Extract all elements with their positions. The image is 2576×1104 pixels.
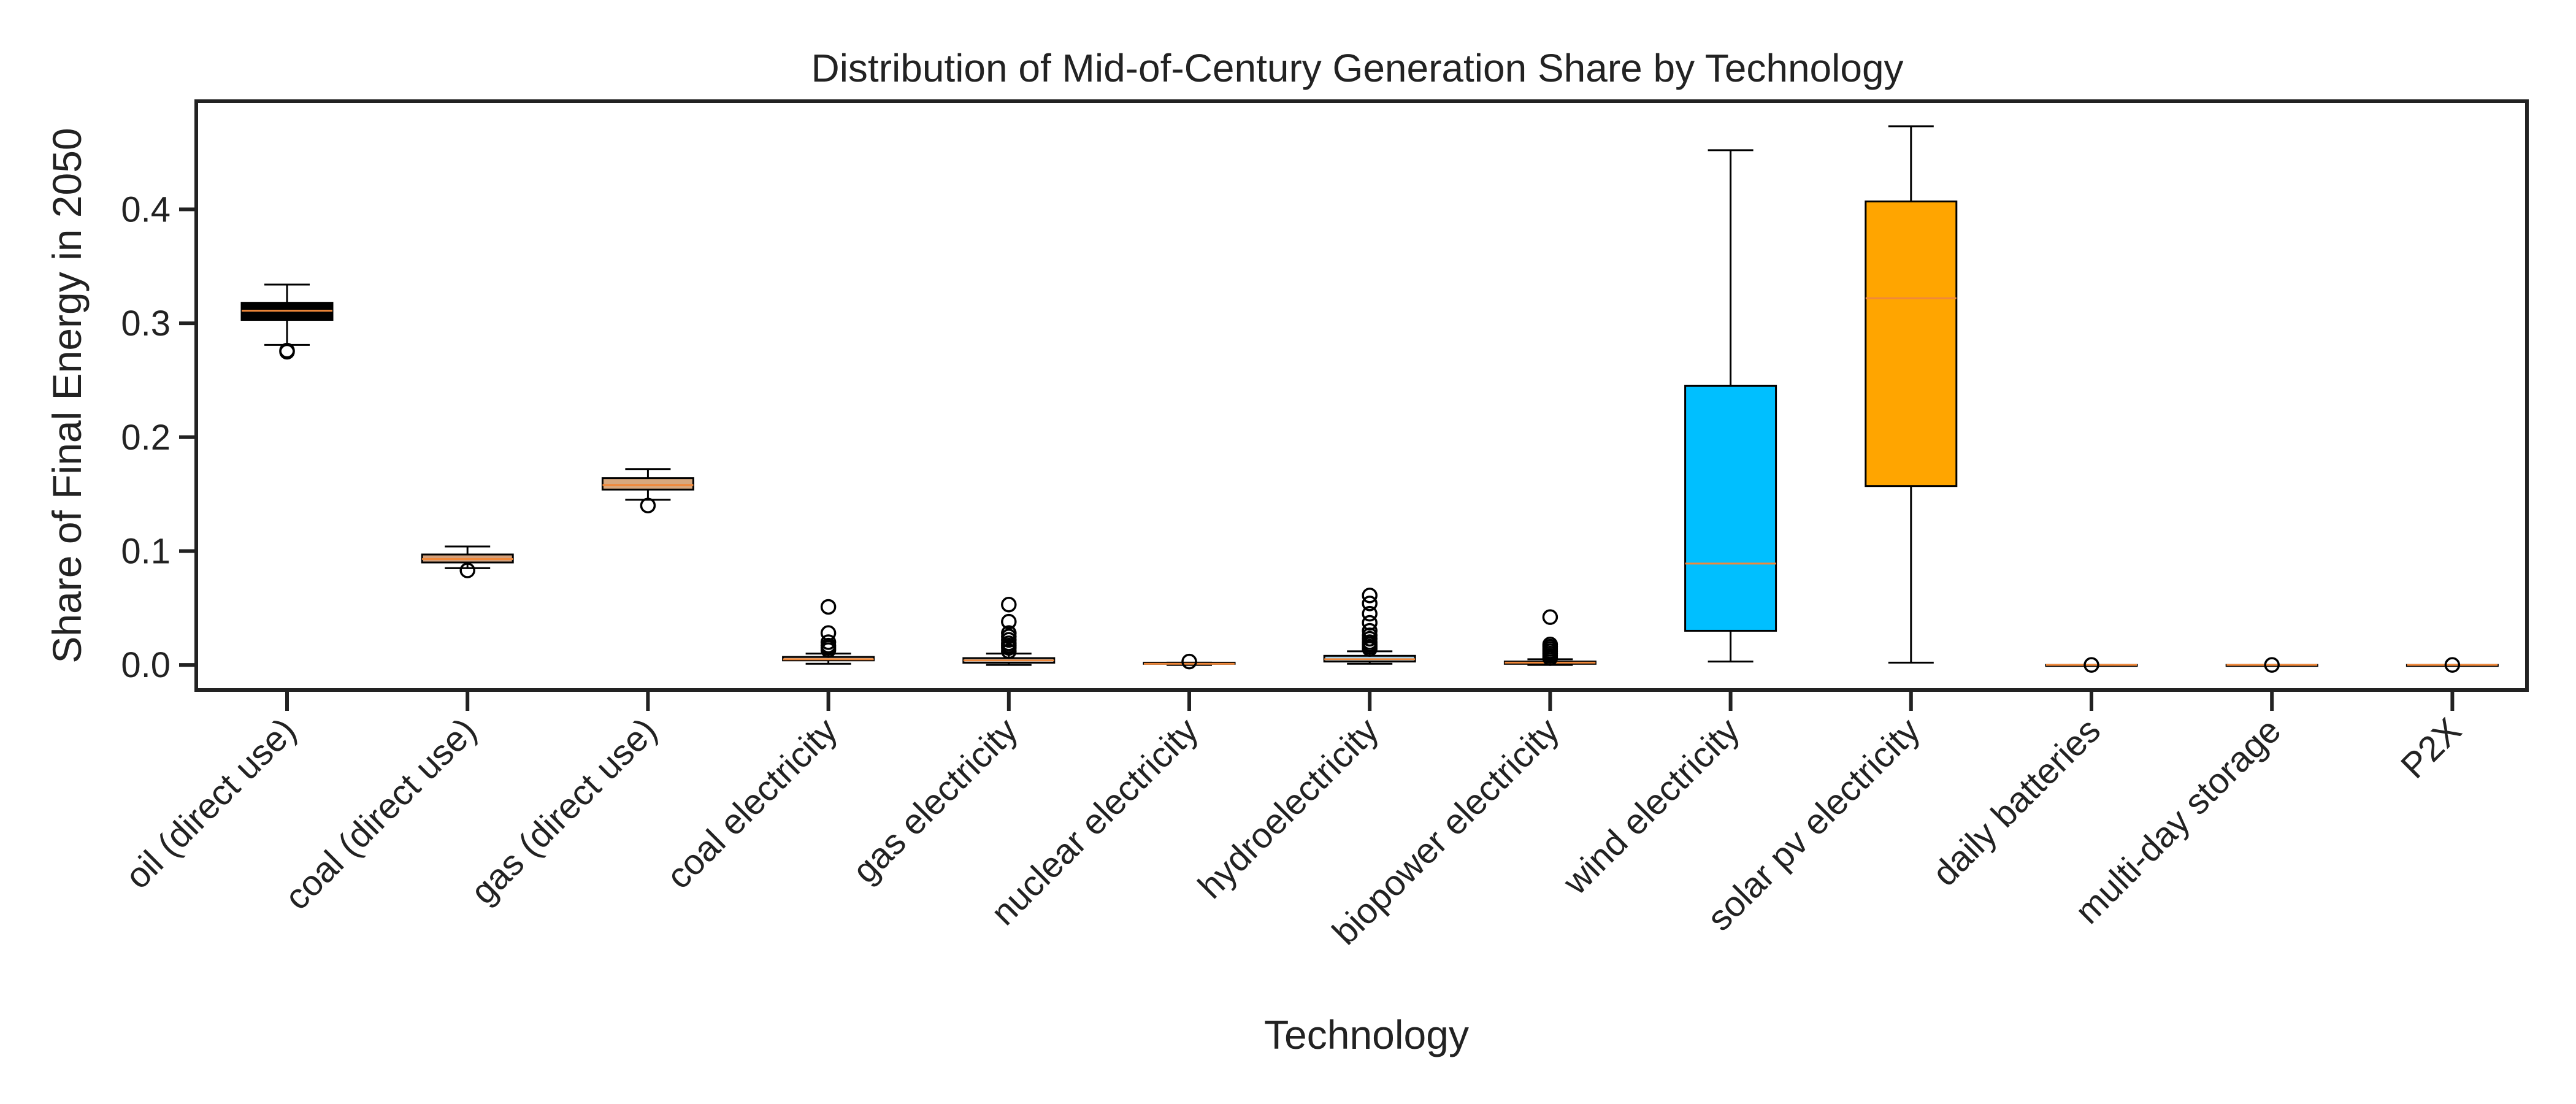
outlier-point	[1542, 636, 1558, 653]
plot-frame	[194, 99, 2529, 692]
plot-area	[240, 125, 2499, 673]
y-tick-label: 0.3	[121, 304, 171, 343]
outlier-point	[640, 497, 656, 513]
x-tick-label: oil (direct use)	[118, 710, 304, 897]
y-tick-label: 0.1	[121, 531, 171, 571]
y-tick-label: 0.2	[121, 418, 171, 458]
y-tick-label: 0.0	[121, 645, 171, 685]
box-group-2	[421, 545, 514, 578]
x-tick-label: gas (direct use)	[463, 710, 665, 912]
box-group-8	[1503, 609, 1597, 666]
outlier-point	[1362, 615, 1378, 631]
outlier-point	[820, 634, 837, 650]
box-group-3	[601, 468, 694, 513]
outlier-point	[1001, 613, 1017, 630]
y-axis-label: Share of Final Energy in 2050	[44, 128, 90, 663]
outlier-point	[279, 342, 295, 359]
x-axis: oil (direct use)coal (direct use)gas (di…	[118, 690, 2469, 953]
x-tick-label: hydroelectricity	[1190, 710, 1386, 906]
x-axis-label: Technology	[1264, 1012, 1469, 1057]
outlier-point	[1542, 609, 1558, 625]
box-group-11	[2045, 657, 2138, 673]
outlier-point	[1362, 596, 1378, 611]
outlier-point	[820, 599, 837, 615]
x-tick-label: wind electricity	[1555, 710, 1747, 902]
box-group-10	[1865, 125, 1958, 664]
outlier-point	[1001, 596, 1017, 613]
y-axis: 0.0 0.1 0.2 0.3 0.4	[121, 190, 196, 685]
outlier-point	[2444, 657, 2461, 673]
box	[1865, 200, 1958, 488]
chart-title: Distribution of Mid-of-Century Generatio…	[811, 46, 1903, 90]
box	[1684, 385, 1777, 632]
outlier-point	[1362, 588, 1378, 604]
outlier-point	[1362, 605, 1378, 622]
x-tick-label: P2X	[2393, 710, 2469, 786]
outlier-point	[1362, 623, 1378, 639]
outlier-point	[2083, 657, 2099, 673]
box	[601, 477, 694, 491]
box-group-4	[782, 599, 875, 665]
box-group-1	[240, 283, 334, 360]
outlier-point	[1181, 653, 1197, 670]
outlier-point	[1001, 625, 1017, 641]
x-tick-label: daily batteries	[1925, 710, 2108, 894]
y-tick-label: 0.4	[121, 190, 171, 229]
box-group-5	[962, 596, 1056, 666]
box-group-6	[1143, 653, 1236, 670]
box-group-12	[2225, 657, 2318, 673]
outlier-point	[2264, 657, 2280, 673]
box-group-7	[1323, 588, 1416, 665]
x-tick-label: coal (direct use)	[277, 710, 485, 918]
x-tick-label: coal electricity	[659, 710, 845, 897]
box-group-13	[2405, 657, 2499, 673]
outlier-point	[820, 625, 837, 641]
x-tick-label: gas electricity	[845, 710, 1025, 891]
outlier-point	[459, 562, 475, 578]
box-group-9	[1684, 149, 1777, 663]
